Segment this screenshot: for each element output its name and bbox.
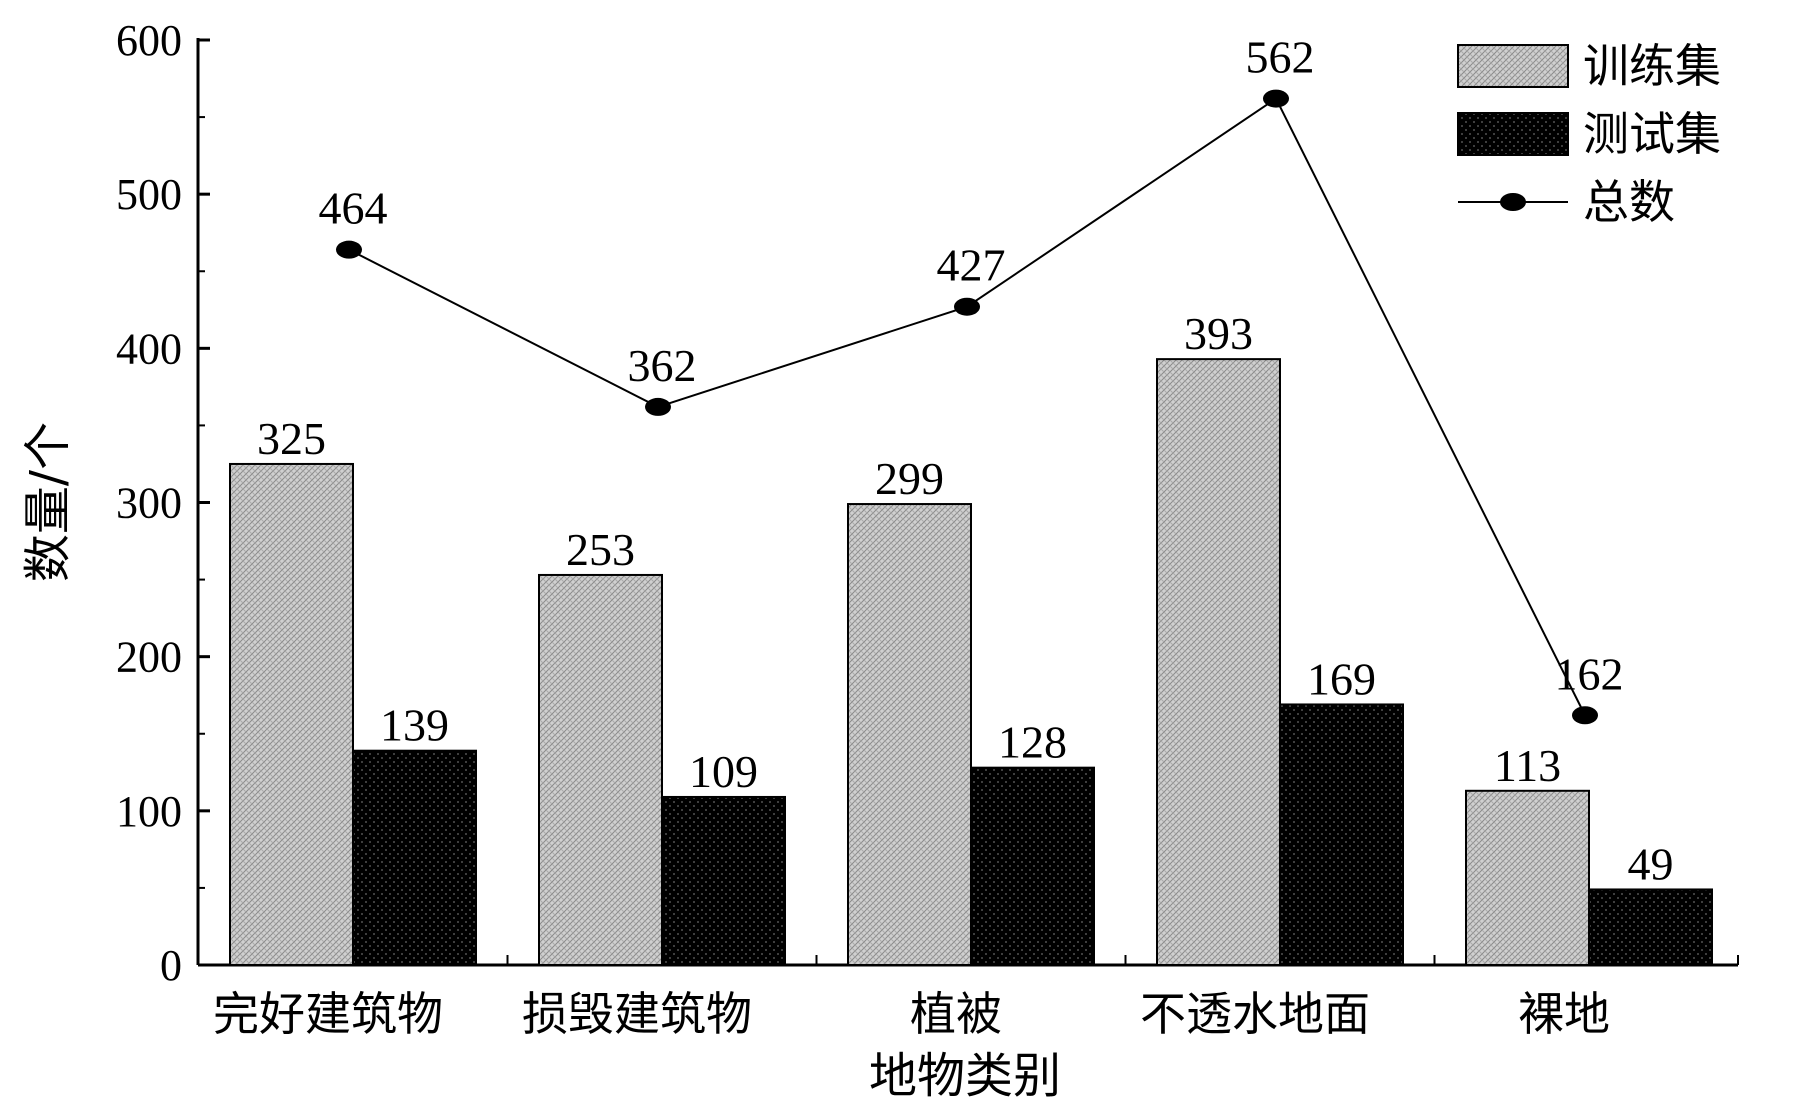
y-axis-title: 数量/个 xyxy=(20,422,76,582)
total-value-label: 362 xyxy=(628,340,697,391)
y-tick-label: 500 xyxy=(116,170,182,219)
legend-label: 训练集 xyxy=(1583,39,1721,93)
category-labels: 完好建筑物 损毁建筑物 植被 不透水地面 裸地 xyxy=(213,987,1610,1041)
data-labels: 325 253 299 393 113 139 109 128 169 49 464 362 427 56… xyxy=(257,32,1674,890)
bar-value-label: 128 xyxy=(998,717,1067,768)
bar-test xyxy=(352,749,477,966)
bar-test xyxy=(1588,888,1713,966)
total-point xyxy=(1572,706,1598,725)
bar-value-label: 113 xyxy=(1494,740,1561,791)
category-label: 完好建筑物 xyxy=(213,987,443,1041)
total-line xyxy=(336,89,1598,725)
bar-value-label: 253 xyxy=(566,524,635,575)
total-value-label: 464 xyxy=(319,183,388,234)
y-axis: 0 100 200 300 400 500 600 xyxy=(116,16,210,990)
bar-value-label: 325 xyxy=(257,413,326,464)
legend-swatch-test xyxy=(1457,112,1569,156)
total-value-label: 562 xyxy=(1246,32,1315,83)
total-value-label: 427 xyxy=(937,240,1006,291)
y-tick-label: 100 xyxy=(116,787,182,836)
bar-value-label: 139 xyxy=(380,700,449,751)
bar-value-label: 169 xyxy=(1307,653,1376,704)
bar-train xyxy=(538,573,663,966)
bars xyxy=(229,358,1713,967)
legend-label: 总数 xyxy=(1583,175,1675,229)
total-point xyxy=(954,297,980,316)
bar-value-label: 393 xyxy=(1184,308,1253,359)
category-label: 裸地 xyxy=(1518,987,1610,1041)
total-point xyxy=(336,240,362,259)
legend-swatch-train xyxy=(1457,44,1569,88)
bar-train xyxy=(229,462,354,966)
bar-value-label: 49 xyxy=(1628,838,1674,889)
bar-test xyxy=(661,795,786,966)
y-tick-label: 200 xyxy=(116,633,182,682)
y-tick-label: 400 xyxy=(116,324,182,373)
legend-marker xyxy=(1500,193,1526,211)
y-tick-label: 300 xyxy=(116,479,182,528)
category-label: 植被 xyxy=(910,987,1002,1041)
y-tick-label: 0 xyxy=(160,941,182,990)
total-point xyxy=(1263,89,1289,108)
bar-test xyxy=(1279,703,1404,966)
category-label: 不透水地面 xyxy=(1140,987,1370,1041)
bar-train xyxy=(1465,789,1590,967)
y-tick-label: 600 xyxy=(116,16,182,65)
bar-value-label: 299 xyxy=(875,453,944,504)
total-point xyxy=(645,397,671,416)
bar-train xyxy=(847,503,972,966)
total-value-label: 162 xyxy=(1555,648,1624,699)
category-label: 损毁建筑物 xyxy=(522,987,752,1041)
legend-label: 测试集 xyxy=(1583,107,1721,161)
bar-value-label: 109 xyxy=(689,746,758,797)
bar-train xyxy=(1156,358,1281,966)
bar-test xyxy=(970,766,1095,967)
x-axis-title: 地物类别 xyxy=(869,1048,1061,1103)
